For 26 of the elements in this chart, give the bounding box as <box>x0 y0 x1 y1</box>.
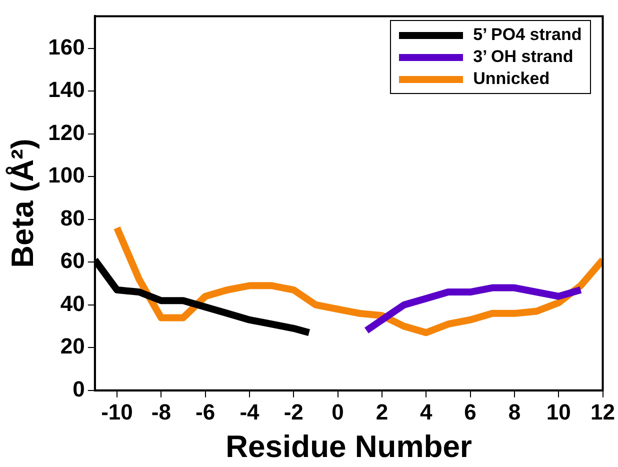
x-tick-label: 6 <box>464 400 476 425</box>
y-axis-title: Beta (Å²) <box>5 138 40 268</box>
x-tick-label: 0 <box>332 400 344 425</box>
x-tick-label: -8 <box>151 400 171 425</box>
x-tick-label: 2 <box>376 400 388 425</box>
y-tick-label: 20 <box>60 334 85 359</box>
legend-label: 3’ OH strand <box>473 47 574 68</box>
y-tick-label: 40 <box>60 290 85 316</box>
legend-label: 5’ PO4 strand <box>473 25 582 46</box>
x-tick-label: -2 <box>284 400 304 425</box>
x-tick-label: 4 <box>420 400 433 425</box>
x-tick-label: 10 <box>546 400 571 425</box>
y-tick-label: 140 <box>48 77 85 102</box>
x-tick-label: -6 <box>196 400 216 425</box>
legend-label: Unnicked <box>473 69 550 90</box>
y-tick-label: 160 <box>48 34 85 60</box>
x-tick-label: 8 <box>508 400 521 425</box>
y-tick-label: 0 <box>72 376 85 402</box>
x-axis-title: Residue Number <box>226 428 472 464</box>
x-tick-label: -10 <box>101 400 133 425</box>
y-tick-label: 80 <box>60 205 85 230</box>
x-tick-label: -4 <box>240 400 260 425</box>
y-tick-label: 100 <box>48 162 85 188</box>
y-tick-label: 120 <box>48 120 85 145</box>
x-tick-label: 12 <box>590 400 616 425</box>
y-tick-label: 60 <box>60 248 85 274</box>
